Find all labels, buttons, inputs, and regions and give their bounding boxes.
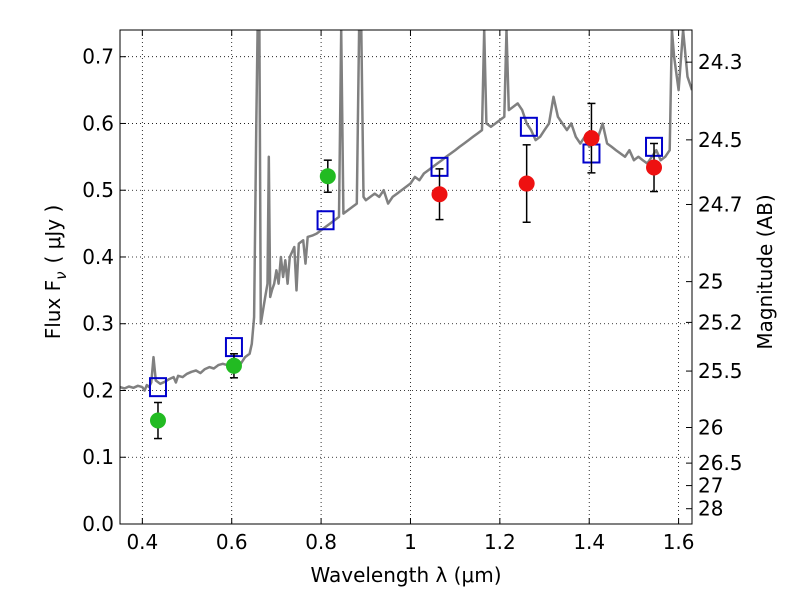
spectrum-line	[120, 30, 692, 392]
nir-point	[431, 186, 448, 203]
mag-tick-label: 24.7	[698, 192, 743, 216]
optical-point	[319, 168, 336, 185]
x-tick-label: 0.8	[305, 530, 337, 554]
y-tick-label: 0.3	[82, 312, 114, 336]
model-box	[316, 210, 335, 231]
mag-tick-label: 25	[698, 270, 723, 294]
spectrum-series	[120, 30, 692, 392]
y-axis-label: Flux Fν ( μJy )	[41, 205, 70, 340]
x-tick-label: 1	[404, 530, 417, 554]
mag-tick-label: 27	[698, 474, 723, 498]
x-tick-label: 1.6	[663, 530, 695, 554]
y-tick-label: 0.4	[82, 245, 114, 269]
nir-point	[646, 159, 663, 176]
photometry-points	[149, 130, 663, 429]
y-tick-label: 0.2	[82, 378, 114, 402]
axis-ticks: 0.4 0.6 0.8 1 1.2 1.4 1.6 0.0 0.1 0.2 0.3 0.4 0.5 0.6…	[82, 30, 743, 554]
nir-point	[583, 130, 600, 147]
mag-tick-label: 24.3	[698, 50, 743, 74]
model-box	[519, 116, 538, 137]
y-tick-label: 0.0	[82, 512, 114, 536]
grid-lines	[120, 30, 692, 525]
mag-tick-label: 26.5	[698, 451, 743, 475]
x-tick-label: 0.6	[216, 530, 248, 554]
plot-frame	[119, 29, 693, 525]
y2-axis-label: Magnitude (AB)	[753, 194, 777, 349]
y-axis-label-sub: ν	[52, 271, 70, 279]
nir-point	[518, 175, 535, 192]
x-tick-label: 0.4	[126, 530, 158, 554]
y-axis-label-main: Flux F	[41, 280, 65, 339]
y-tick-label: 0.5	[82, 178, 114, 202]
x-tick-label: 1.4	[573, 530, 605, 554]
x-tick-label: 1.2	[484, 530, 516, 554]
optical-point	[225, 357, 242, 374]
optical-point	[149, 412, 166, 429]
model-box	[148, 377, 167, 398]
mag-tick-label: 28	[698, 497, 723, 521]
y-axis-label-unit: ( μJy )	[41, 205, 65, 264]
y-tick-label: 0.1	[82, 445, 114, 469]
model-box-series	[148, 116, 664, 398]
y-tick-label: 0.6	[82, 111, 114, 135]
y-tick-label: 0.7	[82, 45, 114, 69]
mag-tick-label: 25.2	[698, 310, 743, 334]
mag-tick-label: 25.5	[698, 359, 743, 383]
errorbar-series	[153, 102, 659, 440]
mag-tick-label: 26	[698, 416, 723, 440]
x-axis-label: Wavelength λ (μm)	[310, 563, 501, 587]
mag-tick-label: 24.5	[698, 128, 743, 152]
